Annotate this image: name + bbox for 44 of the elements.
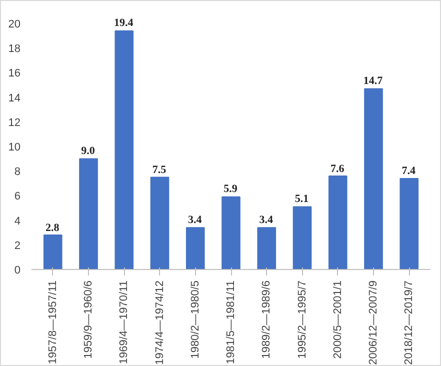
bar	[43, 234, 62, 270]
x-tick-label: 1974/4—1974/12	[154, 280, 166, 365]
data-label: 14.7	[363, 75, 383, 88]
data-label: 19.4	[114, 17, 134, 30]
data-label: 5.1	[294, 193, 309, 206]
x-tick-label: 1969/4—1970/11	[118, 280, 130, 364]
y-tick-label: 16	[8, 68, 21, 80]
y-tick-label: 18	[8, 43, 21, 56]
x-tick-label: 1959/9—1960/6	[82, 280, 94, 359]
x-tick-label: 1981/5—1981/11	[225, 280, 237, 364]
data-label: 7.5	[152, 164, 166, 176]
data-label: 2.8	[46, 222, 60, 234]
data-label: 3.4	[259, 214, 273, 226]
y-tick-label: 10	[8, 142, 21, 154]
y-tick-label: 8	[14, 166, 21, 178]
bar	[292, 206, 312, 270]
y-tick-label: 6	[14, 190, 21, 203]
bar	[364, 88, 383, 270]
bar	[400, 178, 419, 270]
y-tick-label: 0	[14, 264, 21, 276]
x-tick-label: 1989/2—1989/6	[260, 280, 273, 359]
x-tick-label: 2018/12—2019/7	[403, 280, 416, 365]
x-tick-label: 1957/8—1957/11	[46, 280, 59, 364]
bar	[150, 176, 170, 270]
y-tick-label: 14	[8, 92, 21, 104]
bar	[328, 176, 348, 270]
bar	[186, 227, 205, 270]
y-tick-label: 12	[8, 116, 21, 129]
data-label: 3.4	[188, 214, 202, 226]
x-tick-label: 1995/2—1995/7	[296, 280, 308, 359]
data-label: 5.9	[224, 183, 238, 196]
y-tick-label: 2	[14, 240, 21, 252]
bar	[114, 30, 134, 270]
x-tick-label: 2006/12—2007/9	[368, 280, 380, 365]
x-tick-label: 1980/2—1980/5	[189, 280, 202, 359]
x-tick-label: 2000/5—2001/1	[332, 280, 344, 359]
bar	[222, 196, 240, 270]
bar	[257, 227, 276, 270]
y-tick-label: 4	[14, 215, 21, 228]
data-label: 7.4	[402, 164, 416, 177]
data-label: 9.0	[81, 145, 95, 158]
bar	[79, 158, 98, 270]
y-tick-label: 20	[8, 18, 21, 30]
data-label: 7.6	[330, 162, 344, 175]
